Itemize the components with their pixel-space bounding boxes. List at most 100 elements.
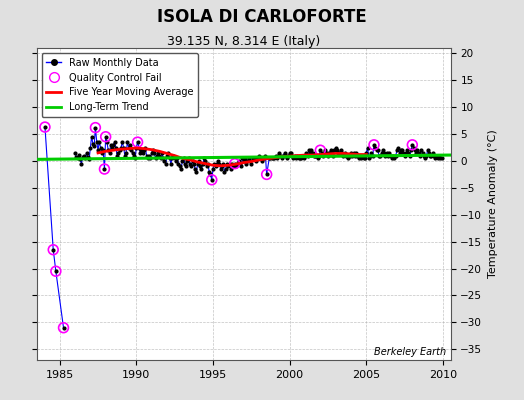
Point <box>302 150 310 156</box>
Point <box>245 155 253 162</box>
Point <box>134 139 142 145</box>
Point <box>219 160 227 167</box>
Point <box>398 147 406 154</box>
Point <box>202 163 211 170</box>
Point <box>119 144 128 151</box>
Point <box>114 150 123 156</box>
Point <box>136 150 144 156</box>
Point <box>254 155 262 162</box>
Point <box>239 158 248 164</box>
Point <box>356 152 364 159</box>
Point <box>41 124 49 130</box>
Point <box>131 155 139 162</box>
Point <box>237 163 245 170</box>
Point <box>134 139 142 145</box>
Point <box>407 147 416 154</box>
Point <box>158 150 166 156</box>
Point <box>96 144 105 151</box>
Point <box>200 155 209 162</box>
Point <box>125 144 133 151</box>
Point <box>347 150 355 156</box>
Point <box>242 160 250 167</box>
Point <box>373 147 381 154</box>
Point <box>209 166 217 172</box>
Title: 39.135 N, 8.314 E (Italy): 39.135 N, 8.314 E (Italy) <box>167 35 320 48</box>
Point <box>366 152 374 159</box>
Point <box>118 139 126 145</box>
Point <box>129 152 138 159</box>
Point <box>217 163 226 170</box>
Point <box>250 155 258 162</box>
Point <box>138 150 147 156</box>
Point <box>379 147 387 154</box>
Point <box>289 155 298 162</box>
Point <box>316 147 324 154</box>
Point <box>408 142 417 148</box>
Point <box>41 124 49 130</box>
Point <box>85 156 93 162</box>
Point <box>365 155 373 162</box>
Point <box>335 150 344 156</box>
Point <box>306 150 314 156</box>
Point <box>234 158 243 164</box>
Point <box>397 147 405 154</box>
Point <box>370 142 378 148</box>
Point <box>156 155 165 162</box>
Point <box>272 155 281 162</box>
Point <box>263 171 271 178</box>
Point <box>214 158 222 164</box>
Point <box>216 166 225 172</box>
Point <box>394 144 402 151</box>
Point <box>102 134 110 140</box>
Point <box>228 160 236 167</box>
Point <box>350 150 358 156</box>
Point <box>261 152 270 159</box>
Point <box>288 152 297 159</box>
Point <box>128 150 137 156</box>
Point <box>351 152 359 159</box>
Point <box>100 166 108 172</box>
Point <box>91 124 100 131</box>
Point <box>330 147 339 154</box>
Point <box>417 147 425 154</box>
Point <box>160 158 169 164</box>
Point <box>251 155 259 162</box>
Point <box>405 150 413 156</box>
Point <box>93 139 101 145</box>
Point <box>294 155 303 162</box>
Point <box>316 147 324 154</box>
Point <box>277 152 285 159</box>
Point <box>297 155 305 162</box>
Point <box>190 160 198 167</box>
Point <box>177 166 185 172</box>
Point <box>109 142 117 148</box>
Point <box>204 160 212 167</box>
Point <box>385 150 394 156</box>
Point <box>172 158 180 164</box>
Point <box>229 163 237 170</box>
Point <box>422 152 431 159</box>
Point <box>286 150 294 156</box>
Point <box>72 154 80 160</box>
Point <box>193 160 202 167</box>
Point <box>196 163 204 170</box>
Point <box>223 160 231 167</box>
Point <box>353 152 362 159</box>
Point <box>354 155 363 162</box>
Point <box>111 139 119 145</box>
Point <box>73 155 82 162</box>
Point <box>408 142 417 148</box>
Point <box>141 144 149 151</box>
Point <box>186 160 194 167</box>
Point <box>181 160 189 167</box>
Point <box>269 155 277 162</box>
Point <box>99 147 107 154</box>
Point <box>184 155 193 162</box>
Point <box>274 152 282 159</box>
Point <box>371 144 379 151</box>
Point <box>108 144 116 151</box>
Point <box>281 152 290 159</box>
Point <box>303 152 312 159</box>
Point <box>140 147 148 154</box>
Point <box>343 152 351 159</box>
